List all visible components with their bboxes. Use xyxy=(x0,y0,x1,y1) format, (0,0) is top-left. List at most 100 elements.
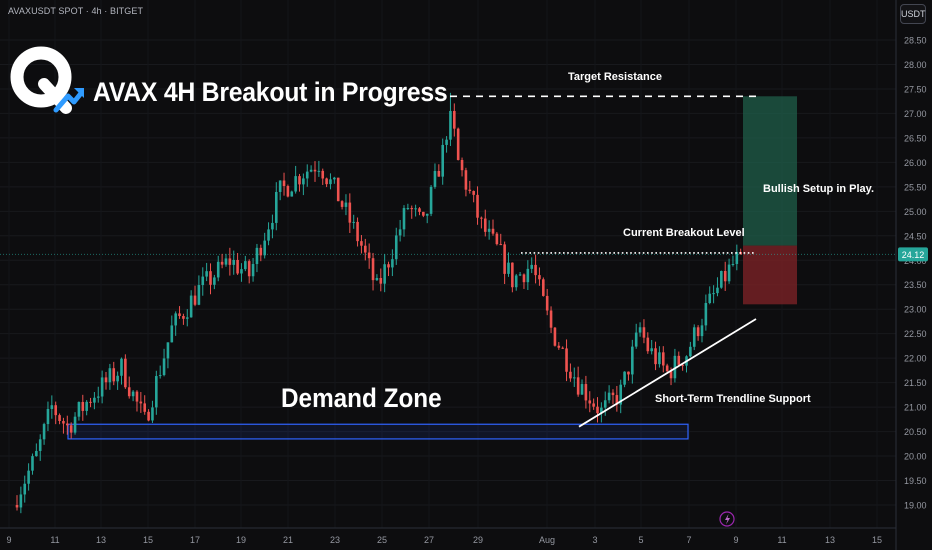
candle-body xyxy=(321,170,325,179)
candle-body xyxy=(522,274,526,283)
candle-body xyxy=(344,202,348,207)
currency-badge[interactable]: USDT xyxy=(900,4,926,24)
candle-body xyxy=(85,401,88,411)
time-tick-label: 15 xyxy=(872,535,882,545)
price-tick-label: 27.00 xyxy=(904,109,927,119)
price-tick-label: 19.00 xyxy=(904,501,927,511)
candle-body xyxy=(731,263,735,265)
candle-body xyxy=(271,222,274,230)
candle-body xyxy=(402,208,406,230)
candle-body xyxy=(631,346,634,375)
candle-body xyxy=(596,406,599,414)
candle-body xyxy=(387,264,390,268)
price-tick-label: 28.00 xyxy=(904,60,927,70)
candle-body xyxy=(383,264,386,284)
candle-body xyxy=(483,218,487,232)
candle-body xyxy=(42,424,46,440)
candle-body xyxy=(476,194,479,218)
candle-body xyxy=(178,313,181,317)
price-tick-label: 28.50 xyxy=(904,36,927,46)
candle-body xyxy=(572,377,576,379)
candle-body xyxy=(31,456,34,471)
current-price-tag xyxy=(898,247,928,262)
candle-body xyxy=(414,208,417,210)
candle-body xyxy=(371,258,375,281)
bullish-setup-label: Bullish Setup in Play. xyxy=(763,183,875,195)
event-marker[interactable] xyxy=(719,511,735,527)
candle-body xyxy=(460,159,464,171)
candle-body xyxy=(209,271,212,285)
candle-body xyxy=(62,421,65,424)
candle-body xyxy=(437,170,441,177)
candle-body xyxy=(720,270,723,288)
price-axis[interactable]: 28.50 28.00 27.50 27.00 26.50 26.00 25.50 25.00… xyxy=(895,0,928,550)
candle-body xyxy=(542,279,545,296)
stop-loss-zone[interactable] xyxy=(743,245,797,305)
time-tick-label: 7 xyxy=(686,535,691,545)
candle-body xyxy=(576,377,580,395)
time-tick-label: 13 xyxy=(96,535,106,545)
candle-body xyxy=(158,375,162,377)
price-tick-label: 23.00 xyxy=(904,305,927,315)
candle-body xyxy=(340,201,344,207)
candle-body xyxy=(201,276,205,286)
candle-body xyxy=(116,375,119,382)
candle-body xyxy=(468,189,472,192)
demand-zone-box[interactable] xyxy=(67,423,689,440)
candle-body xyxy=(464,170,468,190)
candle-body xyxy=(305,171,309,179)
time-axis[interactable]: 9 11 13 15 17 19 21 23 25 27 29 Aug 3 5 7 9 11 13 15 xyxy=(0,527,896,545)
brand-logo xyxy=(10,46,84,114)
candle-body xyxy=(712,293,715,295)
candle-body xyxy=(259,247,263,256)
profit-target-zone[interactable] xyxy=(743,96,797,246)
symbol-info[interactable]: AVAXUSDT SPOT · 4h · BITGET xyxy=(8,6,144,16)
chart-headline: AVAX 4H Breakout in Progress xyxy=(93,77,448,107)
price-tick-label: 21.50 xyxy=(904,378,927,388)
time-tick-label: 25 xyxy=(377,535,387,545)
candle-body xyxy=(197,285,201,305)
candle-body xyxy=(151,407,154,421)
candle-body xyxy=(499,244,503,246)
candle-body xyxy=(727,264,731,282)
price-tick-label: 19.50 xyxy=(904,476,927,486)
candle-body xyxy=(704,302,708,326)
price-tick-label: 22.50 xyxy=(904,329,927,339)
candle-body xyxy=(317,170,321,172)
candle-body xyxy=(139,401,143,404)
candle-body xyxy=(224,258,228,265)
candle-body xyxy=(205,271,208,277)
candle-body xyxy=(375,278,379,281)
price-tick-label: 22.00 xyxy=(904,354,927,364)
lightning-event-icon[interactable] xyxy=(719,511,735,527)
trendline-support[interactable] xyxy=(578,318,757,428)
candle-body xyxy=(251,264,255,277)
candle-body xyxy=(689,346,692,357)
overlay-lines xyxy=(450,95,760,428)
price-tick-label: 27.50 xyxy=(904,84,927,94)
candle-body xyxy=(309,169,313,172)
time-tick-label: 19 xyxy=(236,535,246,545)
time-tick-label: 15 xyxy=(143,535,153,545)
time-tick-label: 23 xyxy=(330,535,340,545)
candle-body xyxy=(348,202,352,223)
candle-body xyxy=(658,352,661,365)
candle-body xyxy=(665,365,669,372)
candle-body xyxy=(244,261,247,270)
candle-body xyxy=(73,416,77,433)
candle-body xyxy=(135,391,139,402)
candle-body xyxy=(155,376,158,408)
candle-body xyxy=(627,371,630,375)
candle-body xyxy=(549,310,553,328)
time-tick-label: 13 xyxy=(825,535,835,545)
candle-body xyxy=(569,371,572,379)
candle-body xyxy=(19,494,23,508)
candle-body xyxy=(274,191,278,223)
candle-body xyxy=(429,186,433,214)
candle-body xyxy=(367,252,371,259)
candle-body xyxy=(580,384,584,395)
price-tick-label: 23.50 xyxy=(904,280,927,290)
candle-body xyxy=(480,217,483,219)
